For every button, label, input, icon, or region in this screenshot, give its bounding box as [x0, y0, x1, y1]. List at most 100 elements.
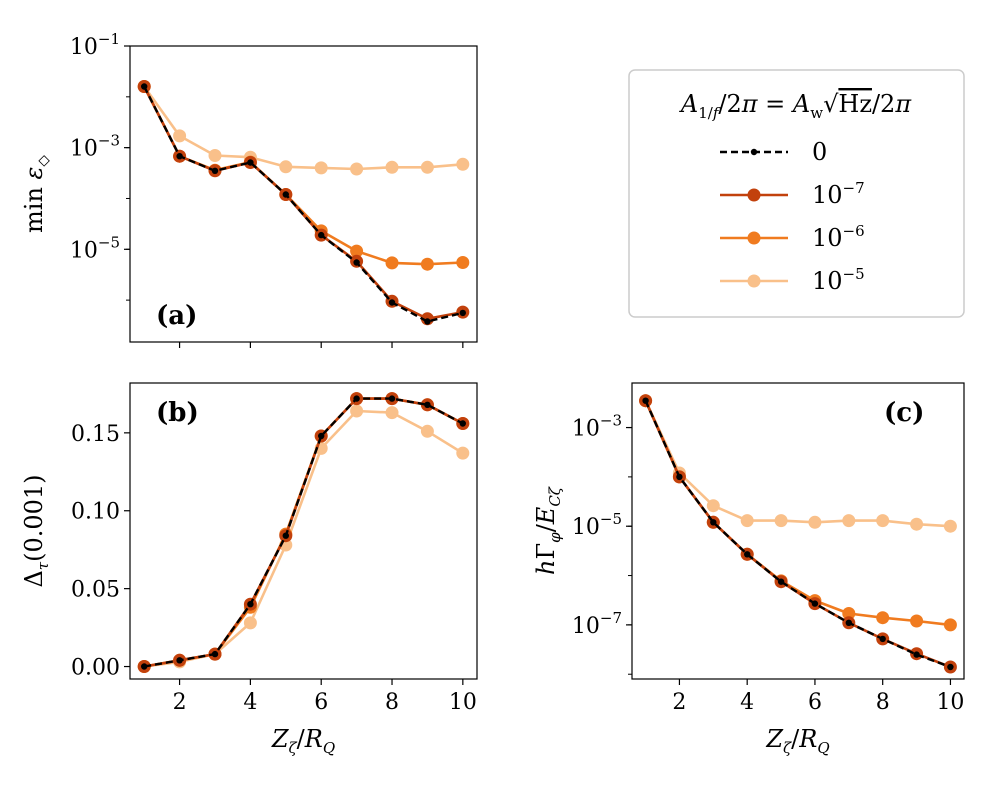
data-point-10^-5	[706, 499, 720, 513]
data-point-0	[388, 299, 396, 306]
data-point-10^-5	[774, 514, 788, 528]
data-point-0	[141, 83, 148, 90]
data-point-10^-5	[456, 157, 470, 171]
plot-frame	[631, 382, 965, 680]
data-point-10^-6	[350, 244, 364, 258]
data-point-10^-5	[350, 404, 364, 418]
panel-label: (a)	[156, 301, 197, 331]
panel-b: 2 4 6 8 10 0.00 0.05 0.10 0.15 (b) Δτ(0.001) Zζ/RQ	[20, 382, 478, 757]
data-point-0	[744, 551, 751, 558]
data-point-10^-6	[385, 256, 399, 270]
data-point-10^-5	[350, 162, 364, 176]
data-point-10^-5	[385, 406, 399, 420]
legend-label-10^-6: 10−6	[812, 222, 865, 252]
legend: A1/f/2π = Aw√Hz/2π 0 10−7 10−6 10−5	[628, 69, 965, 318]
x-tick-label: 6	[314, 690, 328, 715]
data-point-0	[459, 309, 466, 317]
y-tick-label: 10−5	[572, 510, 622, 540]
x-tick-label: 4	[740, 690, 754, 715]
x-tick-label: 2	[173, 690, 187, 715]
data-point-10^-5	[208, 149, 222, 162]
y-axis-label: min ε◇	[20, 155, 52, 233]
y-axis-label: Δτ(0.001)	[20, 474, 52, 587]
y-axis-label: hΓφ/ECζ	[532, 486, 564, 575]
data-point-10^-5	[279, 160, 293, 174]
y-tick-label: 0.00	[71, 656, 120, 681]
data-point-0	[247, 159, 254, 166]
series-line-10^-5	[143, 85, 463, 171]
data-point-0	[176, 657, 183, 664]
data-point-0	[947, 663, 954, 671]
x-tick-label: 10	[936, 690, 964, 715]
panel-label: (b)	[156, 398, 199, 428]
data-point-10^-5	[314, 161, 328, 175]
data-point-10^-6	[420, 257, 434, 271]
data-point-10^-6	[910, 614, 924, 628]
data-point-10^-5	[842, 514, 856, 528]
legend-marker-0	[750, 148, 758, 156]
legend-label-10^-7: 10−7	[812, 179, 865, 209]
data-point-0	[141, 663, 148, 670]
plot-frame	[129, 45, 478, 343]
data-point-0	[777, 578, 785, 585]
series-line-0	[143, 85, 464, 323]
data-point-0	[642, 397, 649, 404]
data-point-10^-5	[943, 519, 957, 533]
plot-frame	[129, 382, 478, 680]
panel-a: 10−1 10−3 10−5 (a) min ε◇	[20, 30, 478, 348]
series-line-10^-5	[644, 400, 951, 528]
data-point-0	[353, 259, 360, 266]
data-point-10^-5	[173, 129, 187, 143]
y-tick-label: 10−3	[572, 412, 622, 442]
data-point-0	[282, 532, 289, 539]
series-line-10^-7	[644, 400, 951, 669]
legend-marker-10^-5	[747, 274, 761, 288]
y-tick-label: 0.15	[71, 422, 120, 447]
data-point-10^-5	[740, 514, 754, 528]
y-tick-label: 10−3	[70, 132, 120, 162]
data-point-0	[211, 650, 219, 658]
data-point-10^-5	[808, 515, 822, 529]
x-tick-label: 2	[672, 690, 686, 715]
y-tick-label: 10−7	[572, 609, 622, 639]
data-point-0	[282, 191, 289, 198]
data-point-0	[247, 601, 254, 608]
x-tick-label: 8	[876, 690, 890, 715]
series-line-10^-6	[143, 397, 464, 668]
y-tick-label: 10−5	[70, 233, 120, 263]
series-line-10^-6	[143, 85, 463, 266]
data-point-0	[811, 600, 819, 607]
y-tick-label: 10−1	[70, 30, 120, 60]
legend-marker-10^-7	[747, 188, 761, 202]
series-line-10^-7	[143, 397, 464, 668]
x-tick-label: 8	[385, 690, 399, 715]
data-point-10^-6	[456, 256, 470, 269]
x-axis-label: Zζ/RQ	[271, 725, 335, 757]
data-point-0	[845, 619, 852, 626]
data-point-10^-6	[876, 611, 890, 625]
series-line-0	[644, 400, 951, 669]
data-point-10^-5	[420, 160, 434, 174]
data-point-0	[459, 420, 466, 427]
panel-label: (c)	[884, 398, 924, 428]
y-tick-label: 0.10	[71, 500, 120, 525]
data-point-0	[424, 401, 431, 408]
legend-marker-10^-6	[747, 231, 761, 245]
data-point-0	[388, 395, 396, 402]
legend-label-0: 0	[812, 138, 827, 166]
x-tick-label: 4	[243, 690, 257, 715]
data-point-0	[913, 651, 920, 658]
data-point-10^-6	[943, 618, 957, 632]
series-line-0	[143, 397, 464, 668]
data-point-10^-5	[420, 424, 434, 438]
data-point-0	[879, 635, 886, 643]
x-tick-label: 10	[449, 690, 477, 715]
data-point-10^-5	[385, 160, 399, 174]
legend-frame	[628, 69, 965, 318]
series-line-10^-7	[143, 85, 464, 321]
data-point-10^-6	[842, 607, 856, 620]
series-line-10^-5	[144, 409, 464, 668]
legend-title: A1/f/2π = Aw√Hz/2π	[679, 90, 912, 122]
data-point-10^-5	[456, 446, 470, 460]
